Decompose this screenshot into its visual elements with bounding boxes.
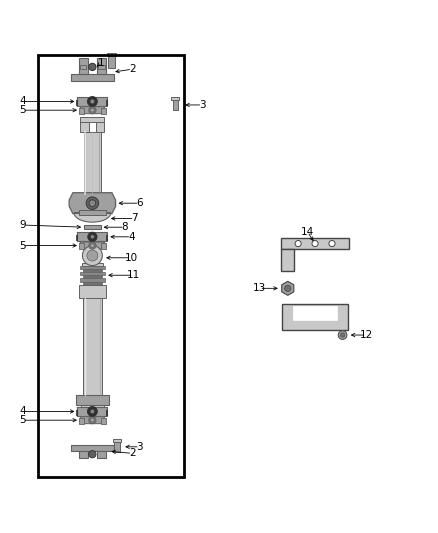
Text: 4: 4 — [128, 232, 134, 242]
Bar — [81, 405, 104, 409]
Bar — [78, 407, 107, 416]
Circle shape — [91, 244, 94, 247]
Circle shape — [295, 240, 301, 247]
Bar — [79, 285, 106, 298]
Polygon shape — [80, 417, 105, 424]
Polygon shape — [80, 278, 105, 281]
Text: 3: 3 — [137, 442, 143, 452]
Bar — [83, 298, 102, 395]
Bar — [78, 97, 107, 106]
Polygon shape — [80, 65, 86, 69]
Circle shape — [89, 107, 96, 114]
Circle shape — [90, 409, 95, 414]
Polygon shape — [78, 58, 88, 75]
Circle shape — [89, 200, 95, 206]
Text: 5: 5 — [19, 105, 26, 115]
Polygon shape — [101, 418, 106, 424]
Polygon shape — [71, 445, 114, 451]
Circle shape — [82, 246, 102, 265]
Bar — [84, 225, 101, 229]
Polygon shape — [80, 272, 105, 275]
Text: 10: 10 — [125, 253, 138, 263]
Circle shape — [91, 109, 94, 112]
Text: 1: 1 — [98, 58, 104, 68]
Bar — [78, 232, 107, 241]
Polygon shape — [81, 117, 104, 123]
Polygon shape — [108, 56, 115, 68]
Text: 3: 3 — [199, 100, 206, 110]
Text: 12: 12 — [360, 330, 373, 340]
Circle shape — [88, 232, 97, 241]
Text: 7: 7 — [131, 214, 138, 223]
Text: 5: 5 — [19, 415, 26, 425]
Text: 4: 4 — [19, 407, 26, 416]
Circle shape — [87, 250, 98, 261]
Polygon shape — [83, 281, 102, 285]
Circle shape — [88, 96, 97, 107]
Text: 2: 2 — [129, 64, 136, 74]
Text: 4: 4 — [19, 96, 26, 107]
Polygon shape — [99, 65, 105, 69]
Polygon shape — [80, 107, 105, 114]
Polygon shape — [114, 441, 120, 452]
Text: 6: 6 — [136, 198, 143, 208]
Circle shape — [90, 99, 95, 104]
Polygon shape — [97, 58, 106, 75]
Polygon shape — [96, 123, 104, 132]
Circle shape — [91, 418, 94, 422]
Polygon shape — [281, 238, 349, 249]
Circle shape — [329, 240, 335, 247]
Bar — [81, 263, 103, 265]
Polygon shape — [81, 123, 89, 132]
Circle shape — [285, 285, 291, 292]
Polygon shape — [101, 244, 106, 249]
Circle shape — [89, 416, 96, 424]
Polygon shape — [69, 193, 116, 214]
Polygon shape — [107, 53, 116, 56]
Polygon shape — [283, 304, 348, 330]
Polygon shape — [74, 213, 111, 222]
Polygon shape — [80, 265, 105, 269]
Text: 8: 8 — [121, 222, 128, 232]
Polygon shape — [173, 100, 178, 110]
Polygon shape — [79, 418, 84, 424]
Polygon shape — [97, 451, 106, 458]
Polygon shape — [80, 242, 105, 249]
Bar — [38, 55, 184, 477]
Polygon shape — [282, 281, 294, 295]
Polygon shape — [79, 108, 84, 114]
Text: 11: 11 — [127, 270, 140, 280]
Text: 5: 5 — [19, 240, 26, 251]
Circle shape — [89, 242, 96, 249]
Text: 9: 9 — [19, 220, 26, 230]
Polygon shape — [113, 439, 121, 441]
Polygon shape — [78, 451, 88, 458]
Polygon shape — [293, 306, 337, 320]
Circle shape — [89, 63, 96, 70]
Text: 14: 14 — [301, 227, 314, 237]
Circle shape — [89, 450, 96, 458]
Bar — [84, 132, 101, 195]
Polygon shape — [71, 75, 114, 80]
Polygon shape — [101, 108, 106, 114]
Polygon shape — [281, 249, 294, 271]
Bar — [78, 210, 106, 215]
Polygon shape — [83, 269, 102, 272]
Bar — [76, 395, 109, 405]
Circle shape — [90, 235, 95, 239]
Circle shape — [340, 333, 345, 337]
Circle shape — [338, 330, 347, 340]
Text: 13: 13 — [253, 284, 266, 293]
Polygon shape — [171, 97, 179, 100]
Circle shape — [88, 407, 97, 416]
Circle shape — [86, 197, 99, 209]
Polygon shape — [79, 244, 84, 249]
Circle shape — [312, 240, 318, 247]
Polygon shape — [83, 275, 102, 278]
Text: 2: 2 — [129, 448, 136, 458]
